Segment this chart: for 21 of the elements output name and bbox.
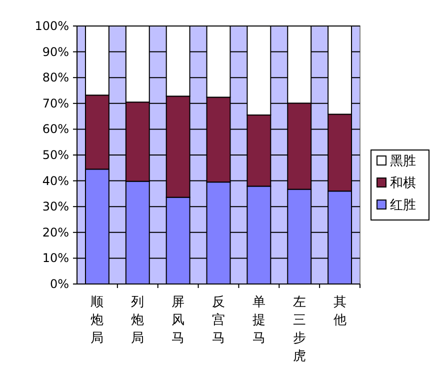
y-tick-label: 40%	[42, 174, 69, 188]
x-tick-label: 单提马	[252, 295, 266, 346]
y-tick-label: 10%	[42, 251, 69, 266]
legend-label: 黑胜	[390, 154, 416, 169]
y-tick-label: 90%	[42, 44, 69, 59]
y-tick-label: 70%	[42, 96, 69, 110]
x-tick-label: 列炮局	[131, 295, 144, 346]
y-tick-label: 80%	[42, 70, 69, 85]
y-tick-label: 50%	[42, 148, 69, 162]
x-tick-label: 顺炮局	[90, 295, 104, 346]
y-tick-label: 20%	[42, 225, 69, 240]
y-tick-label: 0%	[50, 277, 69, 291]
legend-label: 红胜	[390, 198, 416, 213]
legend-label: 和棋	[390, 176, 416, 191]
x-tick-label: 反宫马	[212, 295, 225, 346]
y-tick-label: 60%	[42, 122, 69, 136]
x-tick-label: 屏风马	[172, 295, 185, 346]
x-tick-label: 其他	[333, 295, 346, 328]
x-tick-label: 左三步虎	[292, 295, 306, 364]
y-tick-label: 30%	[42, 200, 69, 214]
y-tick-label: 100%	[34, 19, 69, 33]
